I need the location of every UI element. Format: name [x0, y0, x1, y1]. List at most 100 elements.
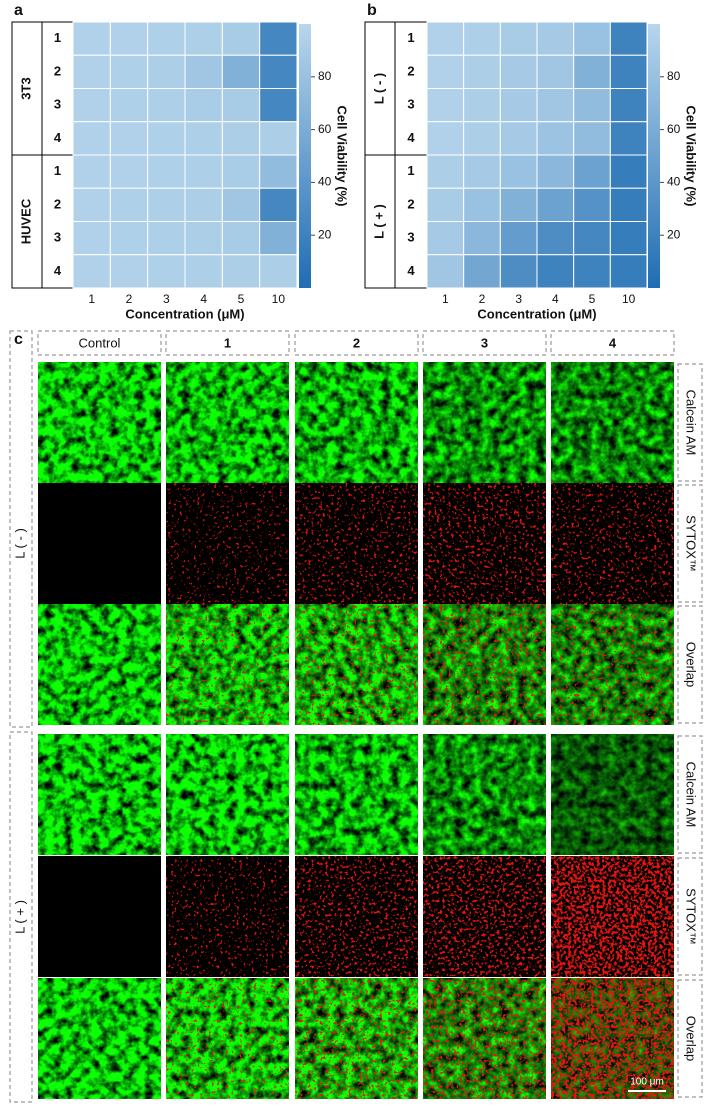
- heatmap-cell: [109, 21, 149, 56]
- heatmap-cell: [499, 21, 538, 56]
- heatmap-cell: [184, 54, 223, 89]
- heatmap-cell: [259, 187, 298, 222]
- heatmap-cell: [184, 21, 223, 56]
- group-label: L ( - ): [371, 73, 386, 105]
- heatmap-cell: [573, 154, 611, 189]
- row-label: 2: [407, 196, 414, 211]
- calcein-signal: [423, 734, 546, 855]
- row-label: 1: [54, 30, 61, 45]
- calcein-signal: [551, 362, 674, 483]
- heatmap-cell: [536, 21, 575, 56]
- group-label: L ( - ): [12, 528, 27, 559]
- heatmap-cell: [147, 221, 186, 256]
- row-label: 4: [407, 130, 415, 145]
- heatmap-cell: [221, 254, 261, 289]
- row-label: 1: [407, 163, 414, 178]
- heatmap-cell: [109, 54, 149, 89]
- heatmap-cell: [609, 54, 648, 89]
- heatmap-cell: [109, 154, 149, 189]
- heatmap-cell: [221, 121, 261, 156]
- heatmap-cell: [463, 254, 501, 289]
- row-label: SYTOX™: [684, 515, 699, 572]
- heatmap-cell: [463, 221, 501, 256]
- calcein-signal: [38, 978, 161, 1099]
- heatmap-cell: [147, 88, 186, 123]
- row-label: Calcein AM: [684, 390, 699, 456]
- heatmap-cell: [72, 54, 111, 89]
- heatmap-cell: [426, 154, 465, 189]
- calcein-signal: [423, 362, 546, 483]
- heatmap-cell: [573, 254, 611, 289]
- sytox-signal: [166, 856, 289, 977]
- colorbar-tick-label: 20: [318, 227, 332, 241]
- row-label: 3: [54, 97, 61, 112]
- row-label: 1: [407, 30, 414, 45]
- heatmap-cell: [499, 254, 538, 289]
- heatmap-cell: [184, 254, 223, 289]
- heatmap-cell: [147, 21, 186, 56]
- heatmap-cell: [609, 254, 648, 289]
- heatmap-cell: [184, 88, 223, 123]
- heatmap-cell: [72, 254, 111, 289]
- colorbar-tick-label: 60: [667, 122, 681, 136]
- column-header: Control: [79, 335, 121, 350]
- calcein-signal: [295, 734, 418, 855]
- row-label: 3: [407, 97, 414, 112]
- sytox-signal: [295, 856, 418, 977]
- calcein-signal: [166, 734, 289, 855]
- colorbar: [299, 24, 311, 288]
- colorbar-tick-label: 60: [318, 122, 332, 136]
- heatmap-cell: [536, 221, 575, 256]
- sytox-signal: [551, 978, 674, 1099]
- row-label: 2: [54, 196, 61, 211]
- heatmap-cell: [426, 21, 465, 56]
- column-header-box: [165, 330, 290, 356]
- row-label: 4: [54, 130, 62, 145]
- micrograph-background: [38, 483, 161, 604]
- heatmap-cell: [499, 88, 538, 123]
- heatmap-cell: [609, 187, 648, 222]
- heatmap-cell: [573, 221, 611, 256]
- heatmap-cell: [536, 154, 575, 189]
- x-tick-label: 2: [126, 292, 133, 306]
- colorbar-tick-label: 80: [318, 69, 332, 83]
- calcein-signal: [38, 362, 161, 483]
- heatmap-cell: [463, 88, 501, 123]
- sytox-signal: [423, 604, 546, 725]
- heatmap-cell: [573, 187, 611, 222]
- colorbar-tick-label: 40: [667, 175, 681, 189]
- row-label: 2: [54, 63, 61, 78]
- group-label: HUVEC: [18, 198, 33, 244]
- heatmap-cell: [426, 121, 465, 156]
- heatmap-cell: [221, 88, 261, 123]
- x-tick-label: 1: [88, 292, 95, 306]
- heatmap-cell: [147, 254, 186, 289]
- x-tick-label: 4: [200, 292, 207, 306]
- group-label-box: [9, 731, 33, 1103]
- heatmap-cell: [426, 254, 465, 289]
- heatmap-cell: [426, 88, 465, 123]
- heatmap-cell: [426, 187, 465, 222]
- heatmap-cell: [259, 154, 298, 189]
- calcein-signal: [551, 734, 674, 855]
- heatmap-cell: [259, 121, 298, 156]
- heatmap-cell: [463, 54, 501, 89]
- x-tick-label: 10: [272, 292, 286, 306]
- micrograph-background: [38, 856, 161, 977]
- row-label: Overlap: [684, 642, 699, 688]
- sytox-signal: [166, 978, 289, 1099]
- heatmap-cell: [536, 54, 575, 89]
- heatmap-cell: [536, 121, 575, 156]
- sytox-signal: [423, 483, 546, 604]
- heatmap-cell: [72, 221, 111, 256]
- sytox-signal: [166, 483, 289, 604]
- heatmap-cell: [426, 54, 465, 89]
- heatmap-cell: [109, 88, 149, 123]
- heatmap-cell: [221, 221, 261, 256]
- column-header-box: [550, 330, 675, 356]
- sytox-signal: [166, 604, 289, 725]
- scale-bar-label: 100 μm: [630, 1077, 664, 1088]
- heatmap-cell: [72, 21, 111, 56]
- heatmap-cell: [109, 187, 149, 222]
- heatmap-cell: [221, 54, 261, 89]
